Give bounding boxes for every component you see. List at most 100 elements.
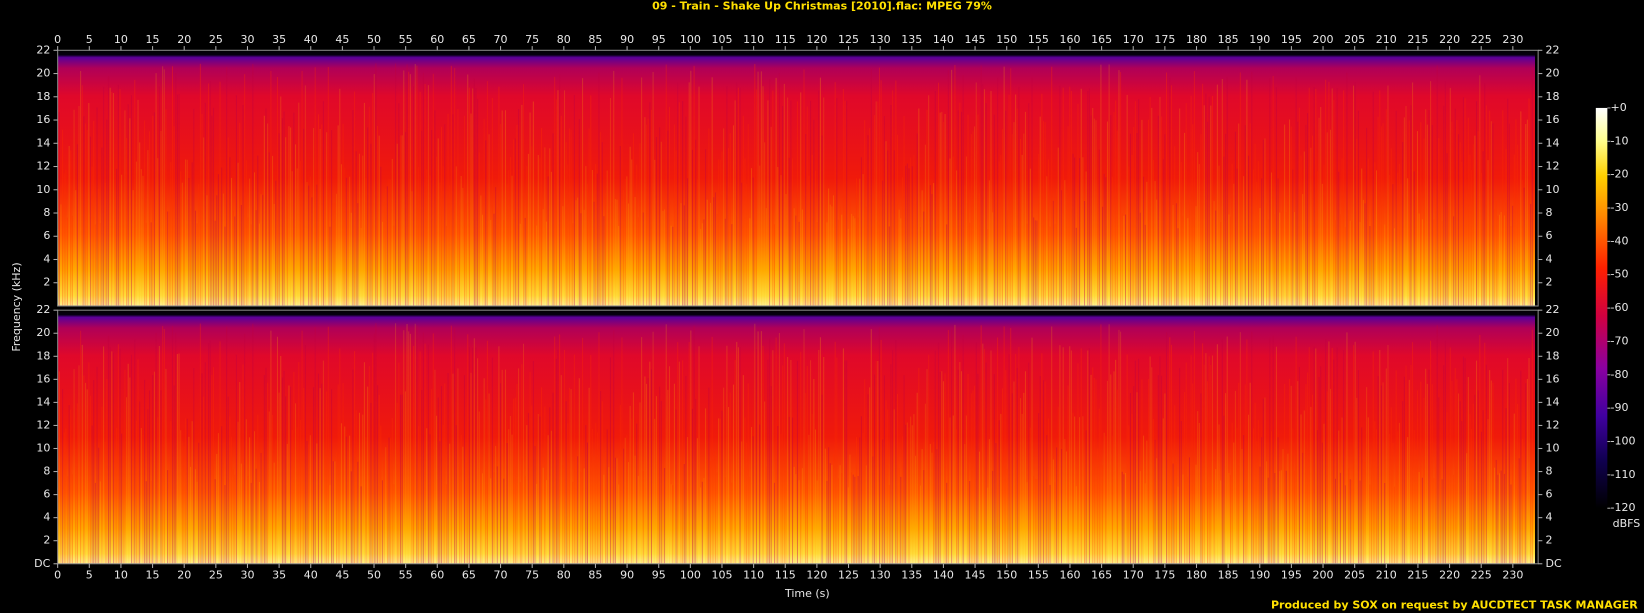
x-tick-label: 165 [1091, 568, 1112, 581]
x-tick-label: 0 [54, 568, 61, 581]
x-tick-label: 210 [1376, 33, 1397, 46]
x-tick-label: 110 [743, 568, 764, 581]
y-tick-label: 22 [1545, 43, 1559, 56]
x-tick-label: 140 [933, 568, 954, 581]
x-tick-label: 0 [54, 33, 61, 46]
x-tick-label: 50 [367, 33, 381, 46]
y-tick-label: 2 [43, 276, 50, 289]
x-tick-label: 15 [146, 33, 160, 46]
footer: Produced by SOX on request by AUCDTECT T… [1271, 599, 1638, 612]
colorbar-tick-label: -100 [1610, 435, 1635, 448]
x-tick-label: 225 [1471, 568, 1492, 581]
x-tick-label: 185 [1218, 33, 1239, 46]
y-tick-label: 20 [36, 326, 50, 339]
y-tick-label: 12 [36, 160, 50, 173]
x-tick-label: 25 [209, 33, 223, 46]
x-tick-label: 65 [462, 33, 476, 46]
x-tick-label: 30 [240, 568, 254, 581]
y-tick-label: 10 [36, 442, 50, 455]
x-tick-label: 95 [652, 33, 666, 46]
y-tick-label: 16 [36, 113, 50, 126]
x-tick-label: 10 [114, 33, 128, 46]
x-tick-label: 70 [494, 568, 508, 581]
y-tick-label: 20 [1545, 326, 1559, 339]
x-tick-label: 200 [1313, 568, 1334, 581]
x-tick-label: 230 [1502, 33, 1523, 46]
colorbar-label: dBFS [1613, 517, 1641, 530]
x-tick-label: 20 [177, 33, 191, 46]
x-tick-label: 160 [1059, 33, 1080, 46]
colorbar-tick-label: -20 [1610, 168, 1628, 181]
x-tick-label: 5 [86, 568, 93, 581]
x-tick-label: 160 [1059, 568, 1080, 581]
x-axis-label: Time (s) [784, 587, 830, 600]
y-tick-label: 8 [43, 206, 50, 219]
x-tick-label: 90 [620, 568, 634, 581]
x-tick-label: 210 [1376, 568, 1397, 581]
x-tick-label: 115 [775, 33, 796, 46]
x-tick-label: 85 [588, 33, 602, 46]
x-tick-label: 135 [901, 33, 922, 46]
x-tick-label: 60 [430, 568, 444, 581]
x-tick-label: 130 [870, 33, 891, 46]
x-tick-label: 145 [965, 33, 986, 46]
x-tick-label: 100 [680, 33, 701, 46]
x-tick-label: 135 [901, 568, 922, 581]
y-tick-label: 18 [36, 349, 50, 362]
x-tick-label: 5 [86, 33, 93, 46]
spectrogram-bg [57, 50, 1539, 306]
y-tick-label: 2 [1545, 276, 1552, 289]
x-tick-label: 20 [177, 568, 191, 581]
x-tick-label: 75 [525, 568, 539, 581]
y-tick-label: 22 [36, 43, 50, 56]
y-tick-label: DC [34, 557, 50, 570]
y-tick-label: 12 [1545, 160, 1559, 173]
spectrogram [57, 49, 1539, 307]
y-tick-label: 20 [36, 67, 50, 80]
x-tick-label: 55 [399, 568, 413, 581]
colorbar-tick-label: -80 [1610, 368, 1628, 381]
y-tick-label: 4 [43, 511, 50, 524]
x-tick-label: 50 [367, 568, 381, 581]
x-tick-label: 10 [114, 568, 128, 581]
x-tick-label: 140 [933, 33, 954, 46]
spectrogram [57, 309, 1539, 565]
x-tick-label: 90 [620, 33, 634, 46]
x-tick-label: 100 [680, 568, 701, 581]
y-tick-label: 14 [36, 136, 50, 149]
x-tick-label: 30 [240, 33, 254, 46]
y-tick-label: 6 [43, 488, 50, 501]
x-tick-label: 35 [272, 568, 286, 581]
colorbar-tick-label: -70 [1610, 334, 1628, 347]
x-tick-label: 195 [1281, 33, 1302, 46]
y-tick-label: 14 [1545, 136, 1559, 149]
frame [57, 309, 1539, 565]
y-tick-label: 10 [1545, 442, 1559, 455]
x-tick-label: 175 [1154, 568, 1175, 581]
x-tick-label: 205 [1344, 568, 1365, 581]
x-tick-label: 220 [1439, 568, 1460, 581]
x-tick-label: 215 [1407, 33, 1428, 46]
x-tick-label: 180 [1186, 568, 1207, 581]
spectrogram-bg [57, 310, 1539, 564]
x-tick-label: 40 [304, 33, 318, 46]
y-tick-label: 22 [36, 303, 50, 316]
x-tick-label: 145 [965, 568, 986, 581]
x-tick-label: 150 [996, 33, 1017, 46]
x-tick-label: 120 [806, 33, 827, 46]
x-tick-label: 190 [1249, 568, 1270, 581]
y-tick-label: 8 [1545, 206, 1552, 219]
frame [57, 49, 1539, 307]
x-tick-label: 25 [209, 568, 223, 581]
colorbar-tick-label: -10 [1610, 134, 1628, 147]
y-tick-label: 4 [43, 253, 50, 266]
colorbar-tick-label: -50 [1610, 268, 1628, 281]
colorbar-tick-label: -30 [1610, 201, 1628, 214]
y-tick-label: 12 [1545, 418, 1559, 431]
y-tick-label: 2 [1545, 534, 1552, 547]
x-tick-label: 170 [1123, 568, 1144, 581]
y-tick-label: 22 [1545, 303, 1559, 316]
x-tick-label: 180 [1186, 33, 1207, 46]
colorbar-tick-label: -60 [1610, 301, 1628, 314]
